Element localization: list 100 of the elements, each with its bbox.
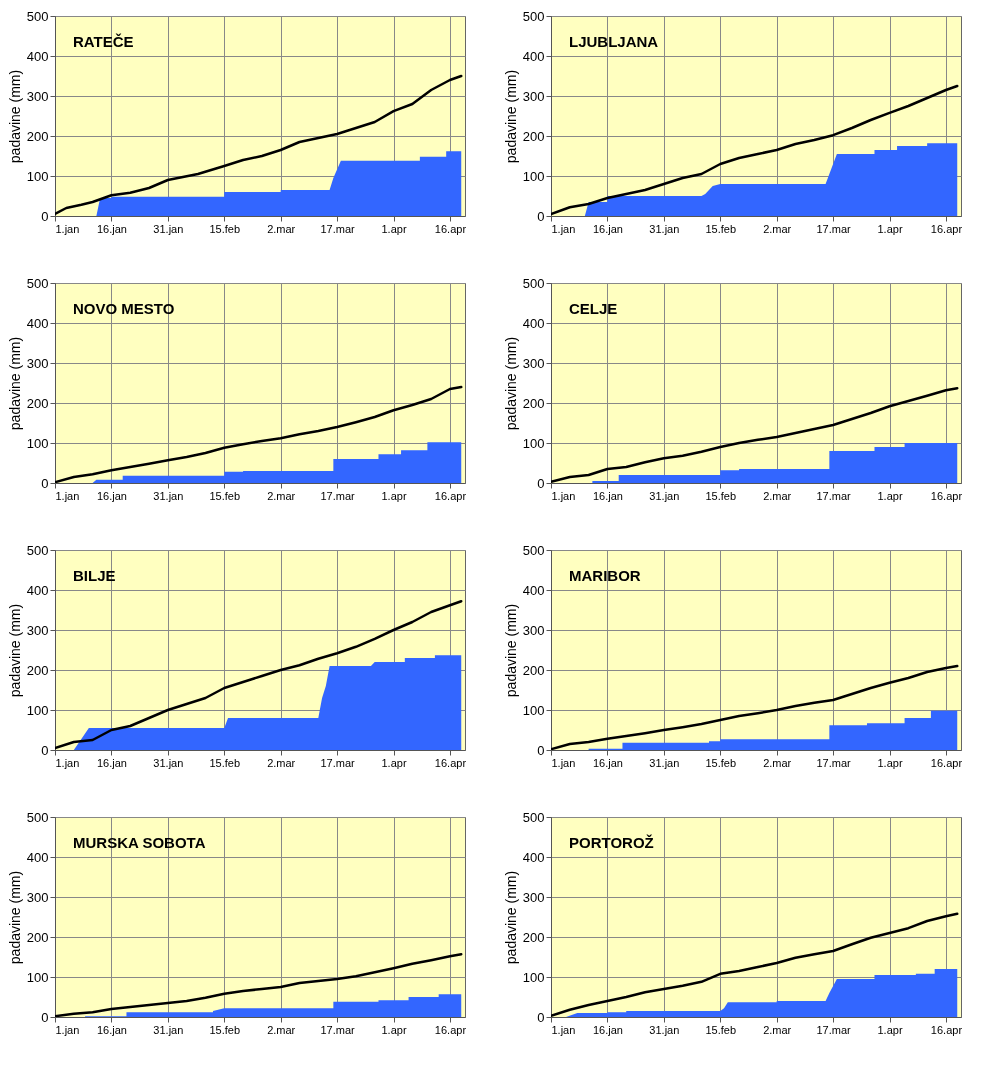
- y-tick-label: 100: [26, 435, 49, 451]
- y-tick-label: 400: [26, 582, 49, 598]
- text: CELJE: [569, 300, 618, 317]
- x-tick-label: 15.feb: [209, 1023, 241, 1036]
- x-tick-label: 16.jan: [96, 756, 127, 769]
- text: PORTOROŽ: [569, 834, 654, 851]
- x-tick-label: 1.jan: [551, 1023, 576, 1036]
- y-tick-label: 0: [537, 208, 545, 224]
- y-tick-label: 200: [522, 929, 545, 945]
- x-tick-label: 16.apr: [930, 756, 963, 769]
- x-tick-label: 1.apr: [877, 756, 903, 769]
- x-tick-label: 1.jan: [55, 756, 80, 769]
- text: MURSKA SOBOTA: [73, 834, 206, 851]
- y-tick-label: 100: [26, 702, 49, 718]
- y-tick-label: 400: [26, 48, 49, 64]
- y-tick-label: 0: [537, 742, 545, 758]
- y-tick-label: 0: [41, 208, 49, 224]
- text: MARIBOR: [569, 567, 641, 584]
- x-tick-label: 2.mar: [267, 222, 296, 235]
- x-tick-label: 31.jan: [153, 489, 184, 502]
- y-tick-label: 500: [26, 542, 49, 558]
- x-tick-label: 1.jan: [551, 489, 576, 502]
- y-tick-label: 500: [26, 809, 49, 825]
- text: NOVO MESTO: [73, 300, 175, 317]
- x-tick-label: 17.mar: [816, 756, 852, 769]
- x-tick-label: 1.jan: [551, 756, 576, 769]
- x-tick-label: 1.apr: [877, 222, 903, 235]
- y-tick-label: 300: [26, 355, 49, 371]
- y-tick-label: 300: [522, 355, 545, 371]
- y-tick-label: 500: [26, 8, 49, 24]
- y-axis-title: padavine (mm): [502, 870, 519, 965]
- y-tick-label: 0: [537, 475, 545, 491]
- y-tick-label: 0: [537, 1009, 545, 1025]
- x-tick-label: 16.apr: [434, 222, 467, 235]
- y-axis-title: padavine (mm): [502, 336, 519, 431]
- y-tick-label: 200: [26, 929, 49, 945]
- y-axis-title: padavine (mm): [6, 69, 23, 164]
- x-tick-label: 1.jan: [55, 222, 80, 235]
- x-tick-label: 2.mar: [763, 1023, 792, 1036]
- y-tick-label: 400: [26, 849, 49, 865]
- y-axis-title: padavine (mm): [6, 336, 23, 431]
- x-tick-label: 15.feb: [705, 489, 737, 502]
- y-axis-title: padavine (mm): [502, 603, 519, 698]
- x-tick-label: 31.jan: [153, 756, 184, 769]
- x-tick-label: 1.jan: [551, 222, 576, 235]
- x-tick-label: 17.mar: [320, 222, 356, 235]
- y-tick-label: 300: [522, 622, 545, 638]
- y-tick-label: 200: [522, 128, 545, 144]
- y-tick-label: 100: [522, 168, 545, 184]
- y-tick-label: 100: [522, 969, 545, 985]
- y-tick-label: 300: [522, 889, 545, 905]
- y-tick-label: 400: [26, 315, 49, 331]
- x-tick-label: 16.apr: [434, 489, 467, 502]
- x-tick-label: 2.mar: [763, 489, 792, 502]
- x-tick-label: 17.mar: [320, 756, 356, 769]
- y-tick-label: 100: [522, 702, 545, 718]
- x-tick-label: 31.jan: [649, 756, 680, 769]
- x-tick-label: 1.apr: [381, 222, 407, 235]
- y-tick-label: 100: [522, 435, 545, 451]
- x-tick-label: 1.apr: [381, 1023, 407, 1036]
- y-tick-label: 0: [41, 742, 49, 758]
- x-tick-label: 2.mar: [763, 756, 792, 769]
- x-tick-label: 15.feb: [209, 222, 241, 235]
- y-axis-title: padavine (mm): [502, 69, 519, 164]
- x-tick-label: 15.feb: [209, 756, 241, 769]
- x-tick-label: 15.feb: [705, 222, 737, 235]
- y-tick-label: 0: [41, 475, 49, 491]
- x-tick-label: 16.apr: [434, 756, 467, 769]
- x-tick-label: 31.jan: [649, 222, 680, 235]
- x-tick-label: 1.jan: [55, 1023, 80, 1036]
- x-tick-label: 2.mar: [267, 489, 296, 502]
- x-tick-label: 15.feb: [705, 756, 737, 769]
- x-tick-label: 15.feb: [209, 489, 241, 502]
- x-tick-label: 16.apr: [930, 489, 963, 502]
- x-tick-label: 15.feb: [705, 1023, 737, 1036]
- text: LJUBLJANA: [569, 33, 659, 50]
- x-tick-label: 1.jan: [55, 489, 80, 502]
- y-tick-label: 200: [26, 662, 49, 678]
- y-tick-label: 500: [26, 275, 49, 291]
- y-tick-label: 400: [522, 582, 545, 598]
- x-tick-label: 1.apr: [877, 489, 903, 502]
- x-tick-label: 31.jan: [649, 1023, 680, 1036]
- x-tick-label: 16.apr: [434, 1023, 467, 1036]
- y-tick-label: 500: [522, 542, 545, 558]
- x-tick-label: 1.apr: [381, 756, 407, 769]
- y-tick-label: 100: [26, 969, 49, 985]
- x-tick-label: 16.jan: [96, 489, 127, 502]
- x-tick-label: 16.jan: [592, 1023, 623, 1036]
- y-tick-label: 500: [522, 275, 545, 291]
- x-tick-label: 2.mar: [763, 222, 792, 235]
- x-tick-label: 17.mar: [320, 1023, 356, 1036]
- x-tick-label: 16.jan: [592, 222, 623, 235]
- y-tick-label: 400: [522, 48, 545, 64]
- y-tick-label: 300: [26, 88, 49, 104]
- text: RATEČE: [73, 33, 134, 50]
- y-tick-label: 200: [26, 128, 49, 144]
- x-tick-label: 31.jan: [153, 1023, 184, 1036]
- y-tick-label: 400: [522, 849, 545, 865]
- x-tick-label: 1.apr: [381, 489, 407, 502]
- y-tick-label: 300: [26, 622, 49, 638]
